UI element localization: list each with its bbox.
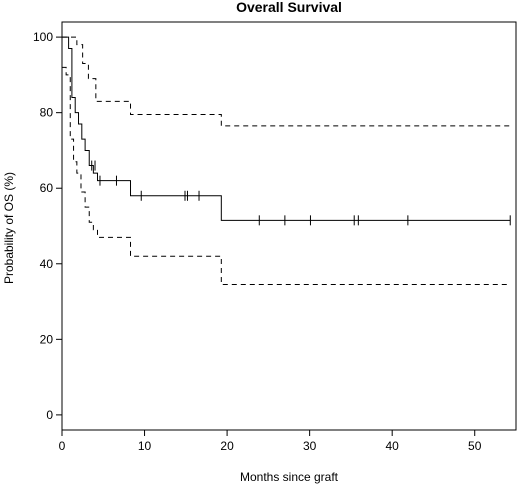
survival-curve	[62, 36, 511, 221]
series-layer	[62, 36, 511, 286]
y-tick-label: 60	[40, 181, 54, 195]
x-axis-label: Months since graft	[240, 470, 339, 484]
y-axis-label: Probability of OS (%)	[2, 172, 16, 284]
confidence-band-1	[62, 36, 511, 127]
y-tick-label: 80	[40, 106, 54, 120]
y-tick-label: 100	[33, 30, 53, 44]
y-tick-label: 40	[40, 257, 54, 271]
y-tick-label: 20	[40, 332, 54, 346]
plot-frame	[61, 21, 517, 431]
x-tick-label: 40	[386, 439, 400, 453]
chart-title: Overall Survival	[236, 0, 342, 15]
confidence-band-2	[62, 66, 511, 286]
x-tick-label: 0	[59, 439, 66, 453]
x-tick-label: 50	[468, 439, 482, 453]
y-tick-label: 0	[46, 408, 53, 422]
x-tick-label: 10	[138, 439, 152, 453]
axes: 0 10 20 30 40 50 0 20 40 60 80 100	[33, 30, 482, 453]
x-tick-label: 20	[220, 439, 234, 453]
x-tick-label: 30	[303, 439, 317, 453]
